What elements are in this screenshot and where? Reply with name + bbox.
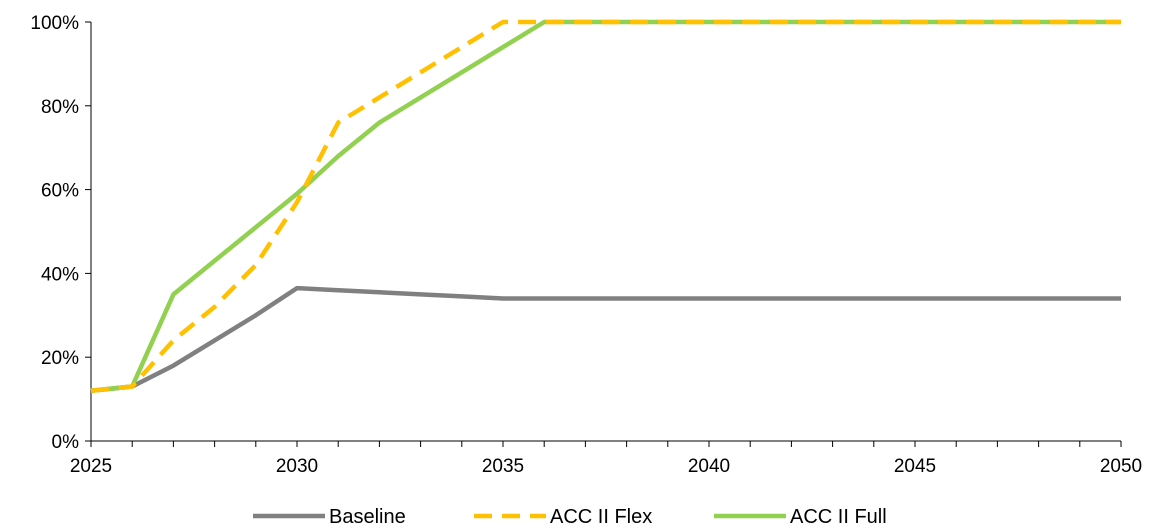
- x-tick-label: 2040: [688, 456, 730, 477]
- x-tick-label: 2045: [894, 456, 936, 477]
- x-tick-label: 2025: [70, 456, 112, 477]
- y-tick-label: 20%: [41, 348, 79, 369]
- y-tick-label: 0%: [52, 432, 80, 453]
- legend-label-acc-ii-flex: ACC II Flex: [550, 506, 652, 528]
- x-tick-label: 2050: [1100, 456, 1142, 477]
- axes: 0% 20% 40% 60% 80% 100% 2025 2030 2035 2040 2045 20…: [30, 13, 1142, 477]
- series-line-acc-ii-full: [90, 19, 1121, 393]
- legend: Baseline ACC II Flex ACC II Full: [253, 506, 887, 528]
- series-layer: [90, 19, 1121, 393]
- y-tick-label: 60%: [41, 181, 79, 202]
- series-line-baseline: [90, 285, 1121, 393]
- legend-label-acc-ii-full: ACC II Full: [790, 506, 887, 528]
- series-line-acc-ii-flex: [90, 19, 1121, 393]
- y-tick-label: 40%: [41, 264, 79, 285]
- legend-label-baseline: Baseline: [329, 506, 406, 528]
- x-tick-label: 2030: [276, 456, 318, 477]
- x-tick-label: 2035: [482, 456, 524, 477]
- y-tick-label: 80%: [41, 97, 79, 118]
- y-tick-label: 100%: [30, 13, 79, 34]
